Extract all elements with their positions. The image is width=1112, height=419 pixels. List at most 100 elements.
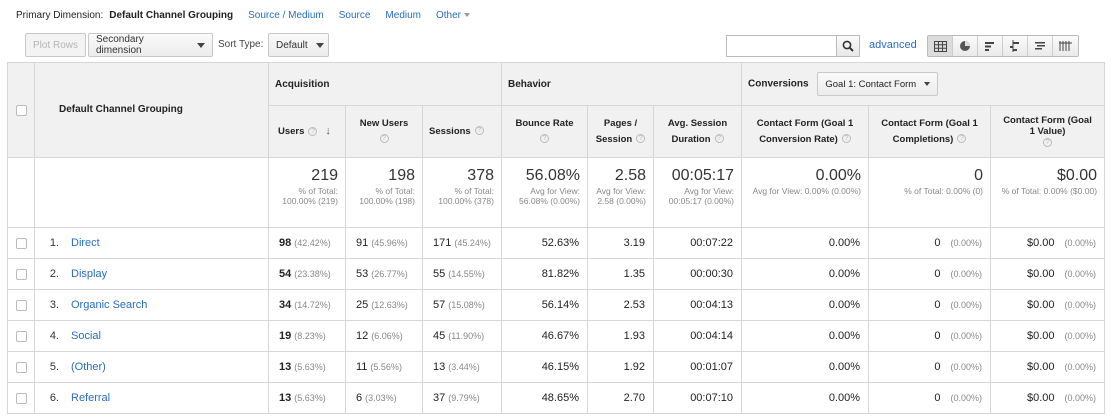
value-column-header[interactable]: Contact Form (Goal 1 Value)? <box>990 105 1106 158</box>
sort-type-dropdown[interactable]: Default <box>268 33 329 57</box>
row-new-users-pct: (12.63%) <box>371 300 408 310</box>
dimension-link-source-medium[interactable]: Source / Medium <box>248 9 324 21</box>
row-goal-value-amount: $0.00 <box>1026 361 1055 373</box>
chevron-down-icon <box>464 12 471 17</box>
table-view-button[interactable] <box>928 36 953 56</box>
table-body: 1. Direct 98 (42.42%) 91 (45.96%) 171 (45.24… <box>7 227 1106 414</box>
conversions-label: Conversions <box>748 78 809 90</box>
row-dimension-link[interactable]: (Other) <box>71 361 106 373</box>
row-goal-value-pct: (0.00%) <box>1064 300 1097 310</box>
help-icon[interactable]: ? <box>841 134 851 144</box>
sessions-column-header[interactable]: Sessions? <box>422 105 502 158</box>
row-users: 13 (5.63%) <box>268 351 346 383</box>
totals-row: 219 % of Total: 100.00% (219) 198 % of Tot… <box>7 157 1106 228</box>
total-value: 2.58 <box>614 167 646 184</box>
row-pages-session: 3.19 <box>587 227 654 259</box>
row-dimension-cell: 1. Direct <box>34 227 269 259</box>
row-dimension-link[interactable]: Referral <box>71 392 111 404</box>
row-conv-rate: 0.00% <box>741 227 870 259</box>
help-icon[interactable]: ? <box>714 134 724 144</box>
total-subtext: % of Total: 0.00% (0) <box>904 186 984 196</box>
help-icon[interactable]: ? <box>1043 137 1053 147</box>
row-select-cell <box>7 227 35 259</box>
row-goal-value-pct: (0.00%) <box>1064 238 1097 248</box>
pages-session-header-label: Pages / Session <box>595 117 638 145</box>
dimension-link-source[interactable]: Source <box>338 9 371 21</box>
row-completions-value: 0 <box>934 268 941 280</box>
help-icon[interactable]: ? <box>308 126 318 136</box>
row-dimension-link[interactable]: Display <box>71 268 108 280</box>
row-checkbox[interactable] <box>15 237 27 249</box>
users-column-header[interactable]: Users? ↓ <box>268 105 346 158</box>
row-users: 98 (42.42%) <box>268 227 346 259</box>
row-completions: 0 (0.00%) <box>868 289 992 321</box>
row-goal-value-amount: $0.00 <box>1026 237 1055 249</box>
row-users: 34 (14.72%) <box>268 289 346 321</box>
row-checkbox[interactable] <box>15 268 27 280</box>
help-icon[interactable]: ? <box>636 134 646 144</box>
conv-rate-column-header[interactable]: Contact Form (Goal 1 Conversion Rate)? <box>741 105 870 158</box>
total-subtext: % of Total: 100.00% (219) <box>282 186 338 206</box>
row-avg-duration: 00:00:30 <box>652 258 743 290</box>
secondary-dimension-dropdown[interactable]: Secondary dimension <box>88 33 213 57</box>
row-new-users-value: 12 <box>356 330 369 342</box>
row-users: 13 (5.63%) <box>268 382 346 414</box>
row-goal-value-pct: (0.00%) <box>1064 331 1097 341</box>
comparison-view-button[interactable] <box>1003 36 1028 56</box>
select-all-cell <box>7 62 35 158</box>
row-sessions-pct: (9.79%) <box>448 393 480 403</box>
row-index: 6. <box>49 392 59 404</box>
table-row: 2. Display 54 (23.38%) 53 (26.77%) 55 (14.55… <box>7 258 1106 290</box>
dimension-link-medium[interactable]: Medium <box>385 9 421 21</box>
advanced-filter-link[interactable]: advanced <box>869 39 917 51</box>
dimension-link-other[interactable]: Other <box>436 10 471 21</box>
avg-duration-column-header[interactable]: Avg. Session Duration? <box>652 105 743 158</box>
row-new-users-value: 91 <box>356 237 369 249</box>
pie-view-button[interactable] <box>953 36 978 56</box>
row-dimension-link[interactable]: Direct <box>71 237 100 249</box>
row-sessions-value: 13 <box>433 361 446 373</box>
pages-session-column-header[interactable]: Pages / Session? <box>587 105 654 158</box>
totals-spacer <box>34 157 269 228</box>
row-index: 4. <box>49 330 59 342</box>
table-search-input[interactable] <box>726 35 837 57</box>
dimension-header[interactable]: Default Channel Grouping <box>34 62 269 158</box>
completions-column-header[interactable]: Contact Form (Goal 1 Completions)? <box>868 105 992 158</box>
row-dimension-cell: 6. Referral <box>34 382 269 414</box>
row-avg-duration: 00:07:22 <box>652 227 743 259</box>
row-dimension-cell: 2. Display <box>34 258 269 290</box>
bounce-rate-column-header[interactable]: Bounce Rate? <box>501 105 588 158</box>
help-icon[interactable]: ? <box>957 134 967 144</box>
row-dimension-cell: 4. Social <box>34 320 269 352</box>
row-checkbox[interactable] <box>15 330 27 342</box>
row-new-users: 91 (45.96%) <box>345 227 423 259</box>
select-all-checkbox[interactable] <box>15 104 27 116</box>
row-dimension-link[interactable]: Social <box>71 330 101 342</box>
plot-rows-button[interactable]: Plot Rows <box>25 33 87 57</box>
row-checkbox[interactable] <box>15 361 27 373</box>
acquisition-group-header: Acquisition <box>268 62 502 106</box>
row-dimension-link[interactable]: Organic Search <box>71 299 148 311</box>
view-switcher <box>927 35 1079 57</box>
row-users-pct: (23.38%) <box>294 269 331 279</box>
pivot-view-button[interactable] <box>1053 36 1078 56</box>
row-checkbox[interactable] <box>15 299 27 311</box>
row-new-users-value: 6 <box>356 392 363 404</box>
new-users-column-header[interactable]: New Users? <box>345 105 423 158</box>
performance-view-button[interactable] <box>978 36 1003 56</box>
row-completions-pct: (0.00%) <box>950 269 983 279</box>
row-bounce-rate: 46.15% <box>501 351 588 383</box>
row-new-users-value: 53 <box>356 268 369 280</box>
search-button[interactable] <box>836 35 860 57</box>
row-dimension-cell: 5. (Other) <box>34 351 269 383</box>
row-checkbox[interactable] <box>15 392 27 404</box>
help-icon[interactable]: ? <box>540 134 549 144</box>
help-icon[interactable]: ? <box>474 126 484 136</box>
table-row: 1. Direct 98 (42.42%) 91 (45.96%) 171 (45.24… <box>7 227 1106 259</box>
row-goal-value: $0.00 (0.00%) <box>990 351 1106 383</box>
goal-select-dropdown[interactable]: Goal 1: Contact Form <box>817 72 939 96</box>
value-header-label: Contact Form (Goal 1 Value) <box>1003 115 1092 137</box>
table-row: 4. Social 19 (8.23%) 12 (6.06%) 45 (11.90%) … <box>7 320 1106 352</box>
help-icon[interactable]: ? <box>379 134 389 144</box>
term-cloud-view-button[interactable] <box>1028 36 1053 56</box>
